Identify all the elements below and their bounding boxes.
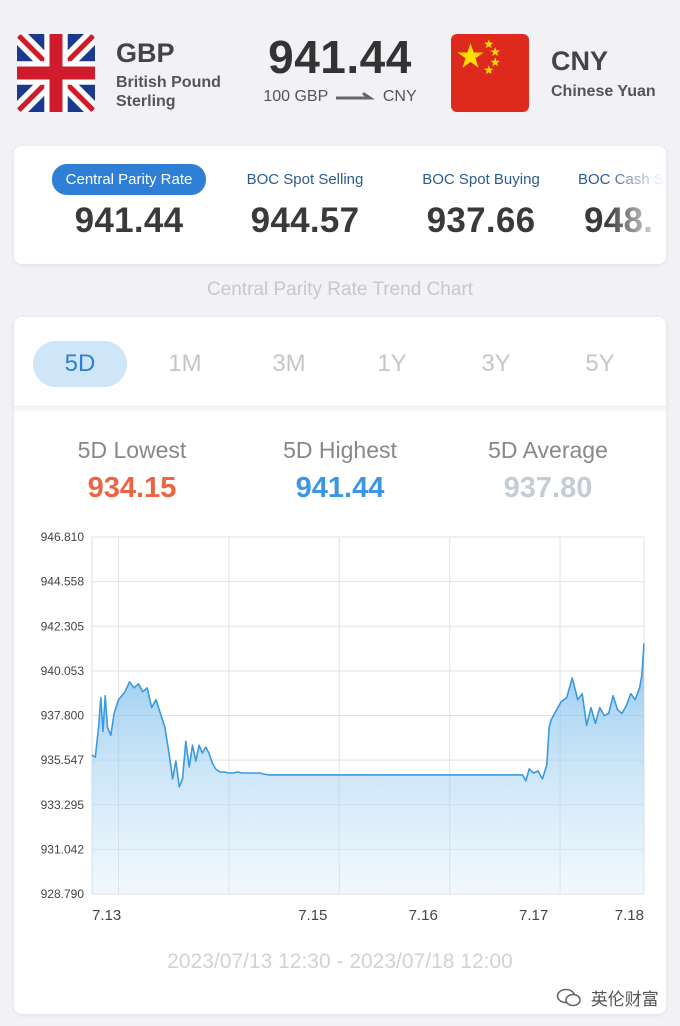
rate-type-value: 944.57: [250, 201, 360, 240]
base-currency-name-line2: Sterling: [116, 93, 176, 110]
exchange-rate-value: 941.44: [268, 31, 412, 83]
quote-currency-name: Chinese Yuan: [551, 83, 656, 100]
rate-type-central-parity[interactable]: Central Parity Rate 941.44: [44, 164, 214, 241]
tab-3y[interactable]: 3Y: [481, 350, 511, 377]
stat-average: 5D Average 937.80: [448, 437, 648, 505]
currency-header: GBP British Pound Sterling 941.44 100 GB…: [0, 0, 680, 140]
x-tick-label: 7.15: [298, 907, 327, 924]
period-tabs: 5D 1M 3M 1Y 3Y 5Y: [14, 317, 666, 407]
stat-highest-label: 5D Highest: [283, 437, 397, 463]
x-tick-label: 7.18: [615, 907, 644, 924]
stat-lowest: 5D Lowest 934.15: [32, 437, 232, 505]
tab-1m[interactable]: 1M: [168, 350, 202, 377]
base-currency-code[interactable]: GBP: [116, 38, 175, 68]
watermark-text: 英伦财富: [590, 990, 659, 1009]
stat-average-label: 5D Average: [488, 437, 608, 463]
conversion-from: 100 GBP: [263, 88, 328, 106]
rate-type-spot-buying[interactable]: BOC Spot Buying 937.66: [396, 164, 566, 241]
stat-average-value: 937.80: [503, 472, 593, 504]
y-tick-label: 928.790: [41, 887, 85, 901]
conversion-to: CNY: [382, 88, 417, 106]
base-currency-name-line1: British Pound: [116, 74, 221, 91]
date-range: 2023/07/13 12:30 - 2023/07/18 12:00: [167, 950, 513, 973]
series-line: [91, 643, 645, 788]
rate-type-label[interactable]: BOC Spot Buying: [422, 171, 540, 188]
series-area: [92, 643, 644, 894]
tab-5y[interactable]: 5Y: [585, 350, 615, 377]
tab-5d[interactable]: 5D: [33, 341, 127, 387]
x-tick-label: 7.16: [409, 907, 438, 924]
quote-currency-code[interactable]: CNY: [551, 46, 609, 76]
tab-1y[interactable]: 1Y: [377, 350, 407, 377]
rate-types-card: Central Parity Rate 941.44 BOC Spot Sell…: [14, 146, 666, 264]
x-tick-label: 7.17: [519, 907, 548, 924]
y-tick-label: 935.547: [41, 753, 85, 767]
stat-highest-value: 941.44: [295, 472, 385, 504]
stat-lowest-value: 934.15: [87, 472, 177, 504]
rate-type-value: 941.44: [74, 201, 184, 240]
wechat-icon: [556, 988, 582, 1013]
conversion-label: 100 GBP CNY: [250, 88, 430, 106]
base-currency-name: British Pound Sterling: [116, 73, 221, 111]
watermark: 英伦财富: [556, 985, 659, 1013]
china-flag-icon[interactable]: [451, 34, 529, 112]
stat-lowest-label: 5D Lowest: [77, 437, 187, 463]
y-tick-label: 942.305: [41, 619, 85, 633]
stat-highest: 5D Highest 941.44: [240, 437, 440, 505]
trend-chart-title: Central Parity Rate Trend Chart: [206, 279, 474, 300]
y-tick-label: 946.810: [41, 530, 85, 544]
y-tick-label: 931.042: [41, 842, 85, 856]
y-tick-label: 944.558: [41, 575, 85, 589]
rate-type-spot-selling[interactable]: BOC Spot Selling 944.57: [220, 164, 390, 241]
rate-type-label[interactable]: BOC Spot Selling: [246, 171, 364, 188]
x-tick-label: 7.13: [92, 907, 121, 924]
y-tick-label: 937.800: [41, 709, 85, 723]
rate-type-label[interactable]: Central Parity Rate: [51, 164, 207, 195]
scroll-fade: [606, 146, 666, 264]
tab-3m[interactable]: 3M: [272, 350, 306, 377]
rate-type-value: 937.66: [426, 201, 536, 240]
right-arrow-icon: [335, 88, 376, 106]
y-tick-label: 940.053: [41, 664, 85, 678]
uk-flag-icon[interactable]: [17, 34, 95, 112]
y-tick-label: 933.295: [41, 798, 85, 812]
